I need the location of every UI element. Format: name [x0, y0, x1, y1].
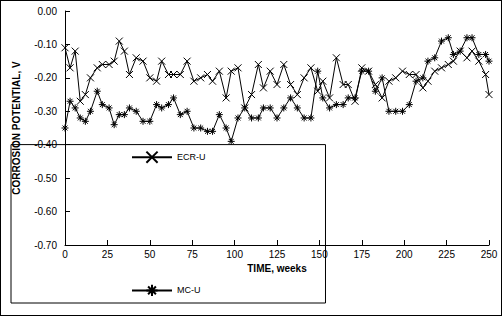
svg-text:-0.30: -0.30 — [34, 106, 57, 117]
svg-text:175: 175 — [353, 249, 370, 260]
svg-text:ECR-U: ECR-U — [177, 152, 206, 162]
svg-text:250: 250 — [481, 249, 498, 260]
svg-text:-0.20: -0.20 — [34, 72, 57, 83]
svg-text:MC-U: MC-U — [177, 285, 201, 295]
svg-text:0.00: 0.00 — [38, 6, 58, 17]
svg-text:CORROSION POTENTIAL, V: CORROSION POTENTIAL, V — [10, 61, 22, 195]
svg-text:-0.10: -0.10 — [34, 39, 57, 50]
svg-text:225: 225 — [438, 249, 455, 260]
svg-text:200: 200 — [396, 249, 413, 260]
